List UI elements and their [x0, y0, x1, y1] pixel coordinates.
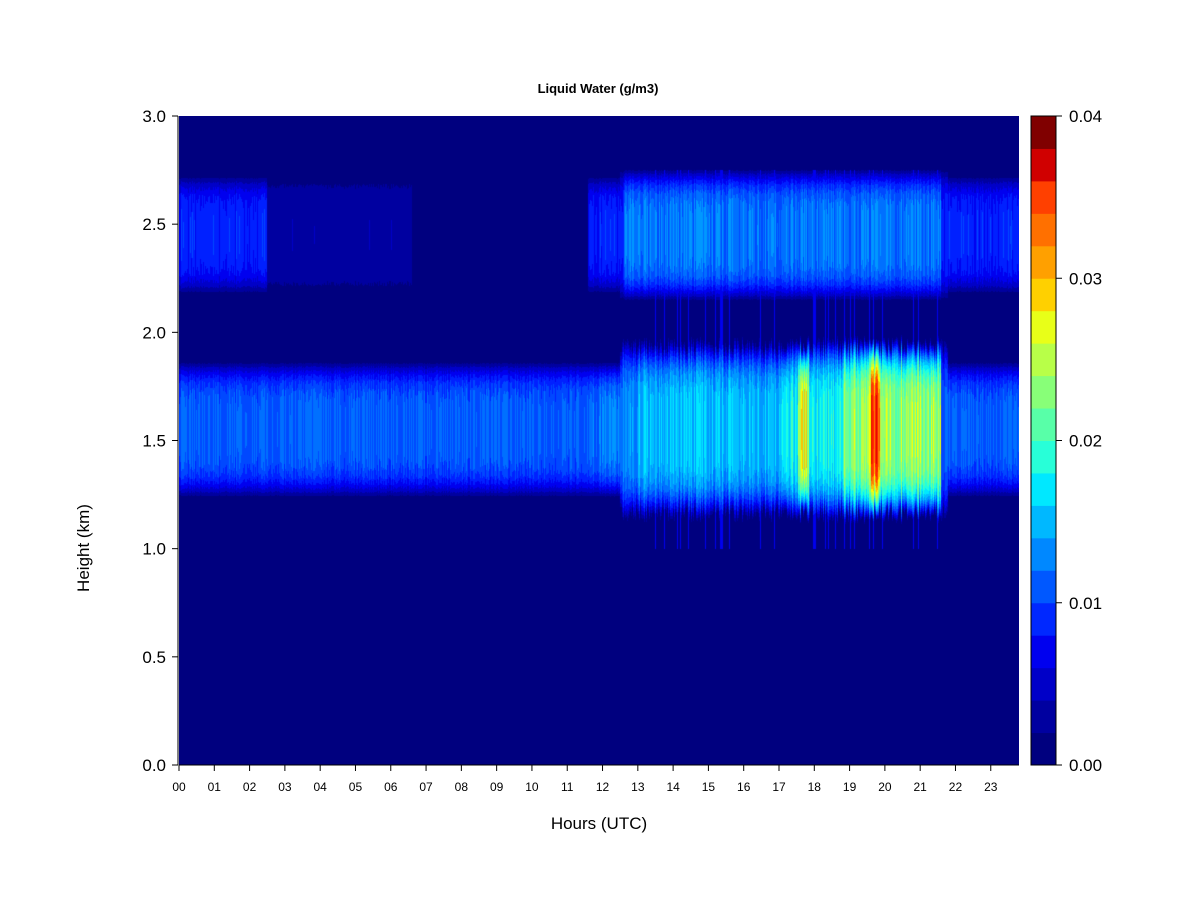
- heatmap-plot-area: [179, 116, 1019, 765]
- x-tick-label: 23: [984, 780, 998, 794]
- x-tick-label: 04: [313, 780, 327, 794]
- colorbar-segment: [1031, 148, 1056, 182]
- x-tick-label: 19: [843, 780, 857, 794]
- colorbar-segment: [1031, 732, 1056, 766]
- y-axis-title: Height (km): [74, 504, 93, 592]
- y-tick-label: 2.0: [142, 323, 166, 342]
- colorbar-tick-label: 0.00: [1069, 756, 1102, 775]
- colorbar-tick-label: 0.03: [1069, 269, 1102, 288]
- x-tick-label: 03: [278, 780, 292, 794]
- colorbar-segment: [1031, 278, 1056, 312]
- colorbar-tick-label: 0.02: [1069, 432, 1102, 451]
- x-axis: 00 01 02 03 04 05 06 07 08 09 10 11 12 13 14 15 16 17 18 19…: [172, 764, 1019, 794]
- y-tick-label: 0.5: [142, 648, 166, 667]
- colorbar-segment: [1031, 635, 1056, 669]
- x-tick-label: 07: [419, 780, 433, 794]
- y-tick-label: 1.5: [142, 432, 166, 451]
- colorbar-segment: [1031, 505, 1056, 539]
- x-tick-label: 16: [737, 780, 751, 794]
- x-tick-label: 15: [702, 780, 716, 794]
- colorbar-segment: [1031, 408, 1056, 441]
- colorbar-segment: [1031, 667, 1056, 701]
- x-tick-label: 17: [772, 780, 786, 794]
- colorbar-segment: [1031, 602, 1056, 636]
- y-tick-label: 1.0: [142, 540, 166, 559]
- x-tick-label: 06: [384, 780, 398, 794]
- x-tick-label: 05: [349, 780, 363, 794]
- x-tick-label: 01: [208, 780, 222, 794]
- colorbar-segment: [1031, 472, 1056, 506]
- y-axis: 0.0 0.5 1.0 1.5 2.0 2.5 3.0: [142, 107, 179, 775]
- colorbar-segment: [1031, 700, 1056, 734]
- x-tick-label: 10: [525, 780, 539, 794]
- colorbar-segment: [1031, 180, 1056, 214]
- x-tick-label: 11: [561, 780, 574, 794]
- y-tick-label: 2.5: [142, 215, 166, 234]
- y-tick-label: 3.0: [142, 107, 166, 126]
- colorbar-segment: [1031, 440, 1056, 474]
- x-tick-label: 00: [172, 780, 186, 794]
- x-tick-label: 20: [878, 780, 892, 794]
- chart-title: Liquid Water (g/m3): [538, 81, 659, 96]
- colorbar-segment: [1031, 375, 1056, 409]
- colorbar-segment: [1031, 116, 1056, 149]
- x-tick-label: 21: [913, 780, 927, 794]
- colorbar-segment: [1031, 570, 1056, 604]
- colorbar-segment: [1031, 537, 1056, 571]
- colorbar: 0.00 0.01 0.02 0.03 0.04: [1030, 107, 1102, 775]
- x-tick-label: 18: [808, 780, 822, 794]
- colorbar-tick-label: 0.01: [1069, 594, 1102, 613]
- colorbar-segment: [1031, 310, 1056, 344]
- y-tick-label: 0.0: [142, 756, 166, 775]
- colorbar-segment: [1031, 343, 1056, 377]
- x-axis-title: Hours (UTC): [551, 814, 647, 833]
- heatmap-image: [179, 116, 1019, 765]
- x-tick-label: 09: [490, 780, 504, 794]
- x-tick-label: 13: [631, 780, 645, 794]
- colorbar-segment: [1031, 245, 1056, 279]
- x-tick-label: 08: [455, 780, 469, 794]
- x-tick-label: 22: [949, 780, 963, 794]
- x-tick-label: 02: [243, 780, 257, 794]
- colorbar-tick-label: 0.04: [1069, 107, 1102, 126]
- colorbar-segment: [1031, 213, 1056, 247]
- x-tick-label: 12: [596, 780, 610, 794]
- x-tick-label: 14: [666, 780, 680, 794]
